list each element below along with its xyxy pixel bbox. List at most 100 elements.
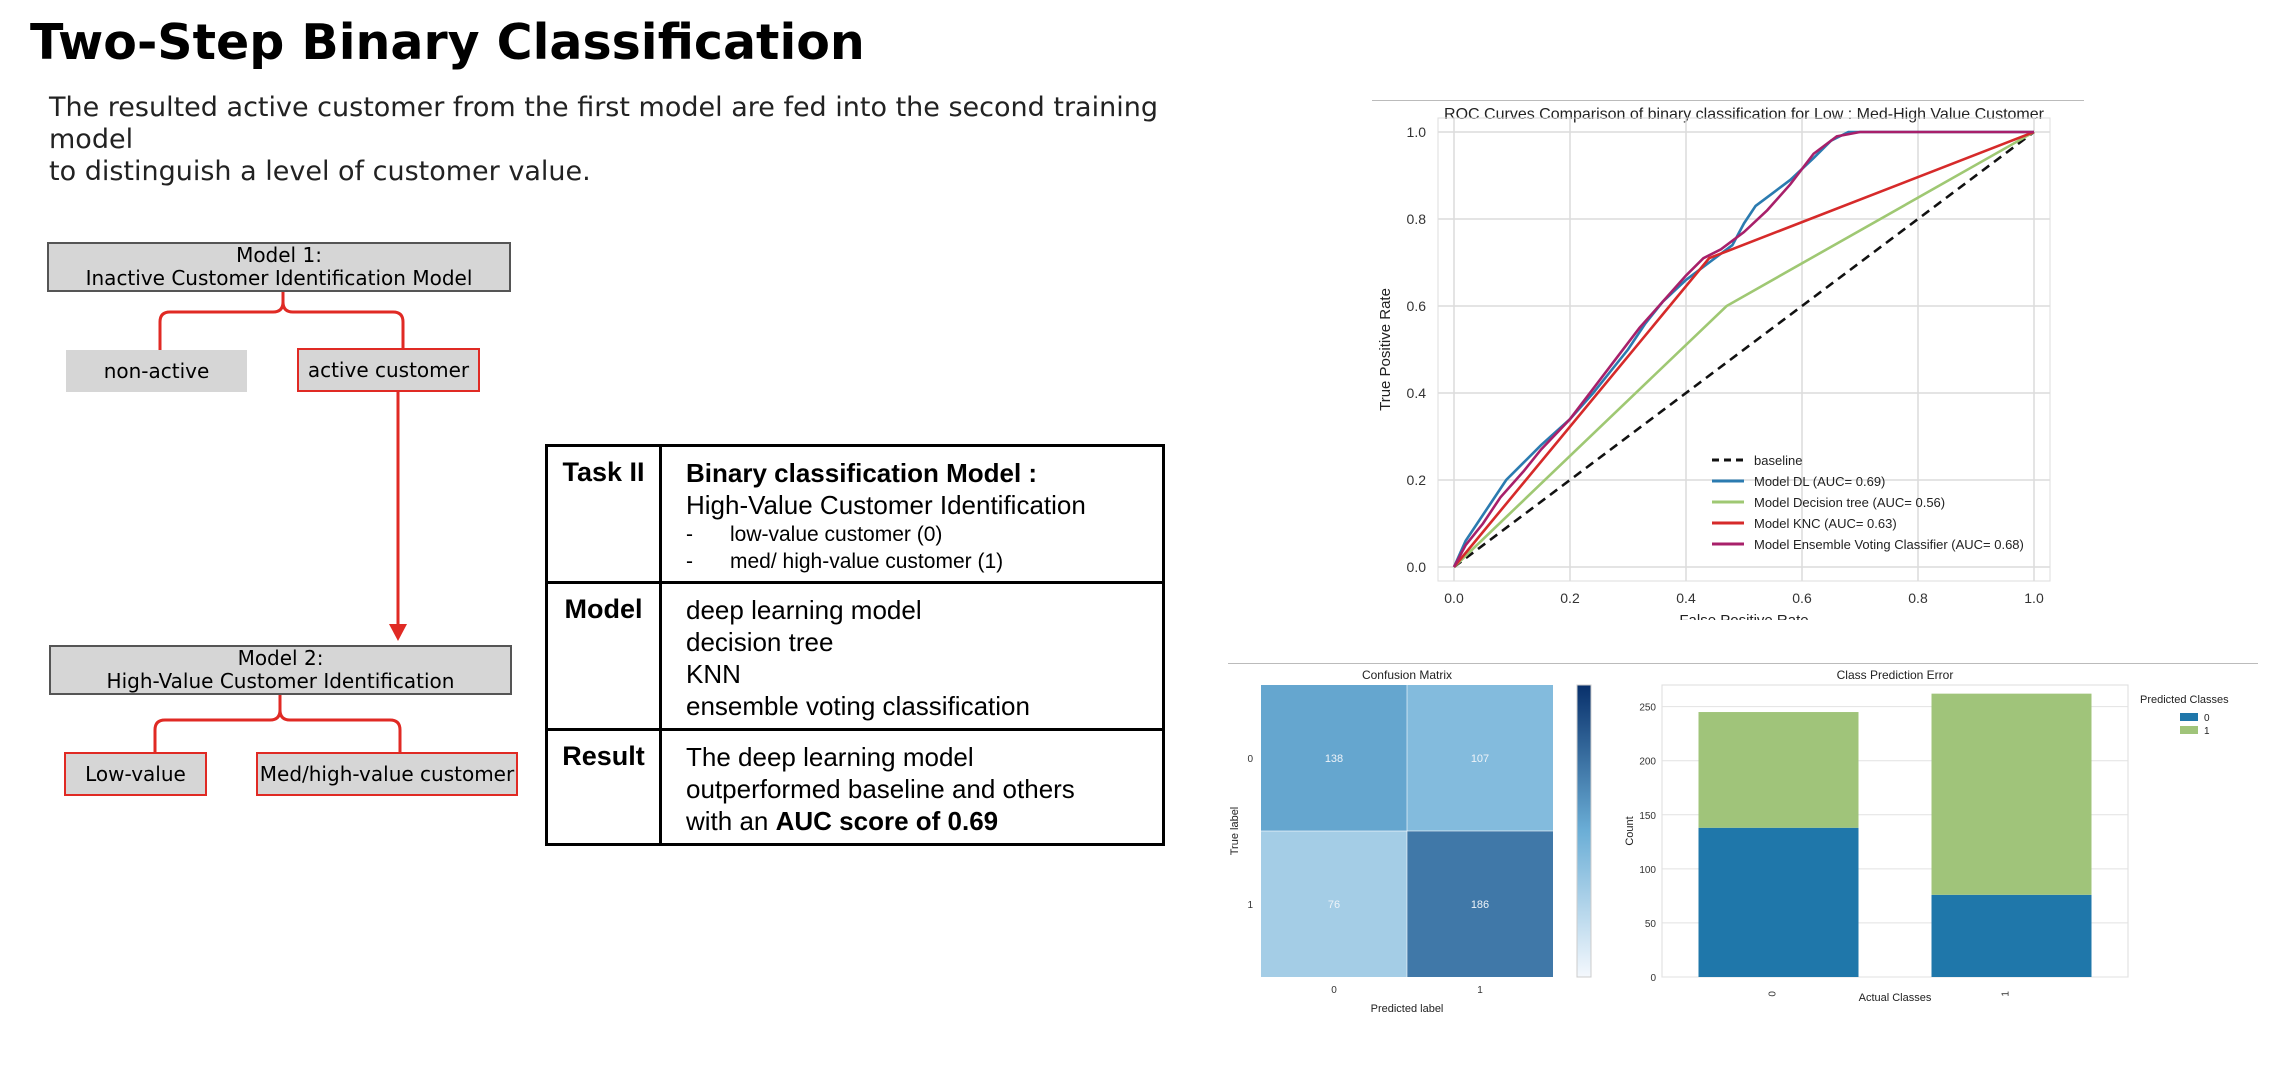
result-cell: The deep learning model outperformed bas… xyxy=(659,728,1165,846)
cm-cell-value: 76 xyxy=(1328,899,1340,911)
roc-xlabel: False Positive Rate xyxy=(1679,612,1808,620)
model-item: deep learning model xyxy=(686,595,922,625)
roc-ytick-label: 0.6 xyxy=(1407,298,1427,314)
task-item: - med/ high-value customer (1) xyxy=(686,550,1004,573)
cm-cell xyxy=(1407,685,1553,831)
result-line: with an AUC score of 0.69 xyxy=(686,805,1146,837)
cm-cell xyxy=(1261,685,1407,831)
cpe-legend-label: 0 xyxy=(2204,713,2210,724)
roc-xtick-label: 1.0 xyxy=(2024,590,2044,606)
cpe-bar xyxy=(1931,894,2092,977)
model-label: Model xyxy=(545,581,662,731)
cpe-ytick-label: 250 xyxy=(1639,703,1656,714)
slide-subtitle: The resulted active customer from the fi… xyxy=(49,92,1209,188)
cm-ytick-label: 1 xyxy=(1247,900,1253,911)
slide-title: Two-Step Binary Classification xyxy=(30,14,865,71)
model-item: ensemble voting classification xyxy=(686,691,1030,721)
model1-box: Model 1: Inactive Customer Identificatio… xyxy=(47,242,511,292)
flow-connectors xyxy=(153,289,407,752)
arrow-head-icon xyxy=(389,624,407,641)
roc-xtick-label: 0.2 xyxy=(1560,590,1580,606)
cm-xlabel: Predicted label xyxy=(1371,1003,1444,1015)
low-value-box: Low-value xyxy=(64,752,207,796)
cm-ticks: 0 1 0 1 xyxy=(1247,754,1483,996)
cm-ytick-label: 0 xyxy=(1247,754,1253,765)
task-subtitle: High-Value Customer Identification xyxy=(686,490,1086,520)
cm-cell-value: 107 xyxy=(1471,753,1489,765)
roc-series-line xyxy=(1453,130,2035,568)
roc-series-line xyxy=(1453,130,2035,569)
task-table: Task II Binary classification Model : Hi… xyxy=(545,444,1165,846)
cpe-ytick-label: 100 xyxy=(1639,865,1656,876)
result-line: The deep learning model xyxy=(686,742,974,772)
high-value-box: Med/high-value customer xyxy=(256,752,518,796)
roc-xtick-label: 0.8 xyxy=(1908,590,1928,606)
roc-ytick-label: 0.0 xyxy=(1407,559,1427,575)
cpe-xlabel: Actual Classes xyxy=(1859,992,1932,1004)
cpe-bar xyxy=(1698,712,1859,828)
cpe-xtick-label: 0 xyxy=(1768,991,1779,997)
cm-title: Confusion Matrix xyxy=(1362,668,1452,682)
confusion-matrix-chart: Confusion Matrix 138 107 76 186 0 1 0 1 Predic… xyxy=(1229,668,1592,1015)
roc-legend-label: Model Decision tree (AUC= 0.56) xyxy=(1754,495,1945,510)
cm-xtick-label: 0 xyxy=(1331,985,1337,996)
task-title: Binary classification Model : xyxy=(686,458,1038,488)
roc-title: ROC Curves Comparison of binary classifi… xyxy=(1444,106,2045,123)
model1-line1: Model 1: xyxy=(236,243,322,267)
roc-ticks: 0.0 0.2 0.4 0.6 0.8 1.0 0.0 0.2 0.4 0.6 0.8 1.0 xyxy=(1407,124,2044,606)
roc-ytick-label: 0.8 xyxy=(1407,211,1427,227)
roc-legend-label: baseline xyxy=(1754,453,1802,468)
roc-frame xyxy=(1437,117,2051,582)
class-prediction-error-chart: Class Prediction Error 0 50 100 150 200 250 0 1… xyxy=(1624,668,2229,1004)
cm-colorbar-scale xyxy=(1576,684,1592,978)
table-row: Task II Binary classification Model : Hi… xyxy=(545,444,1165,584)
cm-cell-value: 138 xyxy=(1325,753,1343,765)
roc-top-rule xyxy=(1372,100,2084,101)
roc-legend: baseline Model DL (AUC= 0.69) Model Decisi… xyxy=(1712,453,2024,552)
roc-legend-label: Model Ensemble Voting Classifier (AUC= 0… xyxy=(1754,537,2024,552)
result-line: outperformed baseline and others xyxy=(686,774,1075,804)
roc-ytick-label: 0.2 xyxy=(1407,472,1427,488)
roc-series-line xyxy=(1452,130,2035,568)
task-item: - low-value customer (0) xyxy=(686,523,943,546)
roc-legend-label: Model DL (AUC= 0.69) xyxy=(1754,474,1885,489)
task-cell: Binary classification Model : High-Value… xyxy=(659,444,1165,584)
task-item-text: low-value customer (0) xyxy=(730,523,943,546)
cpe-bar xyxy=(1931,693,2092,895)
roc-xtick-label: 0.6 xyxy=(1792,590,1812,606)
cpe-ytick-label: 200 xyxy=(1639,757,1656,768)
model2-box: Model 2: High-Value Customer Identificat… xyxy=(49,645,512,695)
cpe-ytick-label: 0 xyxy=(1650,973,1656,984)
cpe-legend-swatch xyxy=(2180,726,2198,734)
cpe-ylabel: Count xyxy=(1624,816,1636,845)
model-item: decision tree xyxy=(686,627,834,657)
table-row: Model deep learning model decision tree … xyxy=(545,581,1165,731)
cpe-bars xyxy=(1698,693,2092,977)
cm-cell xyxy=(1407,831,1553,977)
cm-cell xyxy=(1261,831,1407,977)
model2-line1: Model 2: xyxy=(237,646,324,670)
task-label: Task II xyxy=(545,444,662,584)
roc-chart: ROC Curves Comparison of binary classifi… xyxy=(1377,106,2051,620)
task-item-text: med/ high-value customer (1) xyxy=(730,550,1004,573)
roc-xtick-label: 0.0 xyxy=(1444,590,1464,606)
cpe-xtick-label: 1 xyxy=(2001,991,2012,997)
model1-line2: Inactive Customer Identification Model xyxy=(85,266,473,290)
model-item: KNN xyxy=(686,659,741,689)
cm-xtick-label: 1 xyxy=(1477,985,1483,996)
subtitle-line-1: The resulted active customer from the fi… xyxy=(49,92,1158,155)
bottom-charts-top-rule xyxy=(1228,663,2258,664)
cpe-legend-swatch xyxy=(2180,713,2198,721)
roc-lines xyxy=(1452,130,2035,569)
subtitle-line-2: to distinguish a level of customer value… xyxy=(49,156,591,187)
roc-ylabel: True Positive Rate xyxy=(1377,288,1394,411)
cpe-ytick-label: 150 xyxy=(1639,811,1656,822)
cpe-title: Class Prediction Error xyxy=(1837,668,1954,682)
cpe-ytick-label: 50 xyxy=(1645,919,1657,930)
model-cell: deep learning model decision tree KNN en… xyxy=(659,581,1165,731)
cpe-legend-label: 1 xyxy=(2204,726,2210,737)
roc-xtick-label: 0.4 xyxy=(1676,590,1696,606)
roc-ytick-label: 1.0 xyxy=(1407,124,1427,140)
cpe-ticks: 0 50 100 150 200 250 0 1 xyxy=(1639,703,2011,997)
